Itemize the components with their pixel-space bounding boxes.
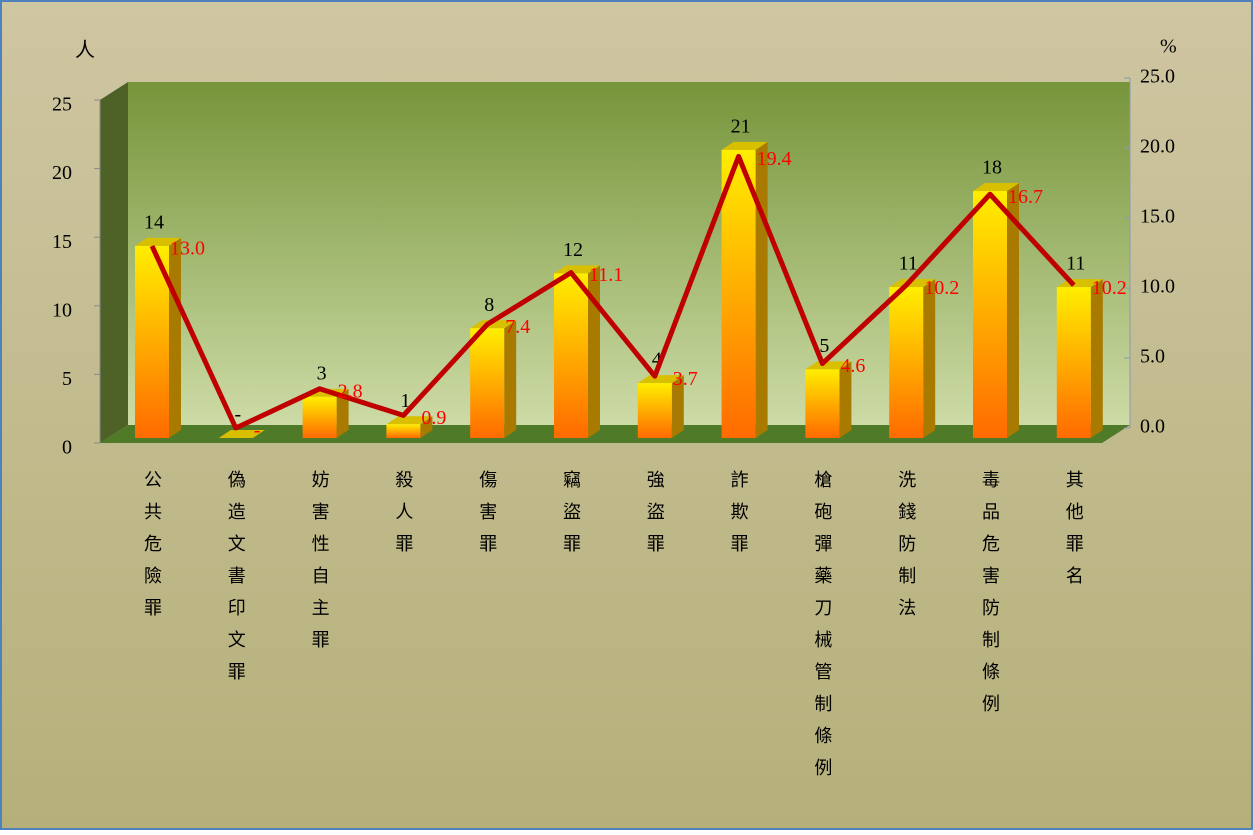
y-tick-label: 15: [52, 231, 72, 253]
bar-value-label: 8: [484, 294, 494, 316]
bar-side: [923, 279, 936, 438]
bar-value-label: 11: [1066, 253, 1085, 275]
y2-tick-label: 0.0: [1140, 416, 1165, 438]
bar: [721, 149, 756, 438]
bar-value-label: 18: [982, 157, 1002, 179]
y-axis-label: 人: [75, 39, 95, 62]
bar-value-label: 11: [899, 253, 918, 275]
bar-top: [637, 375, 684, 384]
bar-top: [135, 237, 181, 246]
bar-side: [169, 237, 181, 438]
bar-side: [336, 388, 349, 438]
bar-value-label: 12: [563, 239, 583, 261]
x-tick-label: 其他罪名: [1064, 470, 1084, 598]
bar-top: [554, 265, 600, 274]
bar: [554, 273, 588, 438]
bar: [889, 287, 924, 438]
bar-side: [504, 320, 517, 438]
x-tick-label: 傷害罪: [477, 470, 497, 566]
bar-top: [386, 416, 433, 425]
x-tick-label: 詐欺罪: [729, 470, 749, 566]
line-value-label: 13.0: [170, 238, 205, 260]
bar: [386, 424, 421, 438]
bar-value-label: 1: [400, 390, 410, 412]
x-tick-label: 毒品危害防制條例: [980, 470, 1000, 726]
line-value-label: 0.9: [421, 407, 446, 429]
line-value-label: 7.4: [505, 316, 530, 338]
y2-tick-label: 25.0: [1140, 66, 1175, 88]
x-tick-label: 偽造文書印文罪: [226, 470, 246, 694]
back-wall: [128, 82, 1130, 425]
floor: [100, 425, 1130, 443]
side-wall: [100, 82, 128, 443]
line-value-label: -: [254, 420, 261, 442]
y2-tick-label: 5.0: [1140, 346, 1165, 368]
line: [149, 153, 1076, 431]
y-tick-label: 10: [52, 299, 72, 321]
x-tick-label: 強盜罪: [645, 470, 665, 566]
line-value-label: 10.2: [924, 277, 959, 299]
line-value-label: 4.6: [840, 355, 865, 377]
line-value-label: 2.8: [338, 380, 363, 402]
line-value-label: 10.2: [1092, 277, 1127, 299]
bar-value-label: 5: [819, 335, 829, 357]
bar-side: [588, 265, 600, 438]
bar-value-label: 14: [144, 212, 164, 234]
bar-value-label: 4: [652, 349, 662, 371]
bar-top: [805, 361, 852, 370]
line-value-label: 19.4: [757, 148, 792, 170]
bar: [1056, 287, 1091, 438]
bar: [973, 191, 1007, 438]
bar-top: [218, 430, 265, 438]
x-tick-label: 槍砲彈藥刀械管制條例: [812, 470, 832, 790]
line-value-label: 11.1: [589, 264, 623, 286]
y2-tick-label: 20.0: [1140, 136, 1175, 158]
bar-side: [839, 361, 852, 438]
bar: [805, 369, 840, 438]
y-tick-label: 20: [52, 162, 72, 184]
x-tick-label: 殺人罪: [393, 470, 413, 566]
bar: [302, 396, 337, 438]
bar-top: [889, 279, 936, 288]
bar-top: [973, 183, 1019, 192]
bar-side: [755, 141, 768, 438]
y2-axis-label: %: [1160, 36, 1177, 58]
line-value-label: 3.7: [673, 368, 698, 390]
x-tick-label: 洗錢防制法: [896, 470, 916, 630]
bar-value-label: -: [234, 404, 241, 426]
bar: [470, 328, 505, 438]
bar: [637, 383, 672, 438]
x-tick-label: 竊盜罪: [561, 470, 581, 566]
y-tick-label: 5: [62, 368, 72, 390]
bar-value-label: 3: [317, 362, 327, 384]
x-tick-label: 妨害性自主罪: [310, 470, 330, 662]
bar-top: [721, 141, 768, 150]
bar: [135, 245, 169, 438]
y-tick-label: 0: [62, 437, 72, 459]
x-tick-label: 公共危險罪: [142, 470, 162, 630]
bar-side: [1007, 183, 1019, 438]
bar-side: [420, 416, 433, 438]
bar-top: [470, 320, 517, 329]
y-tick-label: 25: [52, 94, 72, 116]
bar-side: [671, 375, 684, 438]
bar-side: [1090, 279, 1103, 438]
line-value-label: 16.7: [1008, 186, 1043, 208]
y2-tick-label: 10.0: [1140, 276, 1175, 298]
bar-value-label: 21: [731, 115, 751, 137]
y2-tick-label: 15.0: [1140, 206, 1175, 228]
